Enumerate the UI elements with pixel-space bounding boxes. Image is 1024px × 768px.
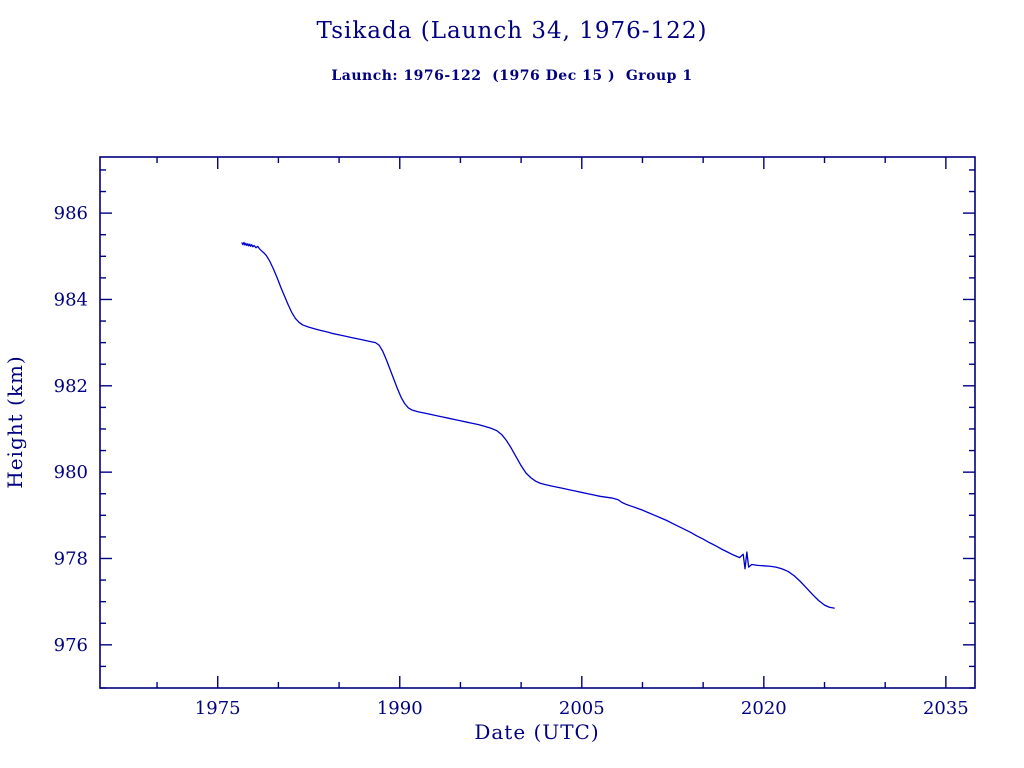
x-tick-label: 2020: [741, 698, 787, 719]
plot-area: 1975 1990 2005 2020 2035 976 978 980 982 984 986: [54, 156, 976, 719]
y-axis-label: Height (km): [3, 355, 27, 488]
y-tick-label: 986: [54, 203, 88, 224]
x-tick-label: 1990: [377, 698, 423, 719]
chart-subtitle: Launch: 1976-122 (1976 Dec 15 ) Group 1: [331, 68, 692, 84]
y-tick-label: 982: [54, 376, 88, 397]
x-tick-label: 1975: [195, 698, 241, 719]
axis-ticks: [100, 157, 975, 689]
x-tick-label: 2035: [923, 698, 969, 719]
y-tick-label: 984: [54, 289, 88, 310]
height-series-line: [241, 241, 835, 609]
y-tick-label: 976: [54, 635, 88, 656]
x-axis-label: Date (UTC): [474, 720, 599, 744]
y-tick-label: 980: [54, 462, 88, 483]
x-tick-label: 2005: [559, 698, 605, 719]
chart-title: Tsikada (Launch 34, 1976-122): [317, 18, 708, 44]
plot-frame: [99, 156, 976, 689]
y-tick-label: 978: [54, 548, 88, 569]
tick-labels: 1975 1990 2005 2020 2035 976 978 980 982 984 986: [54, 203, 969, 719]
